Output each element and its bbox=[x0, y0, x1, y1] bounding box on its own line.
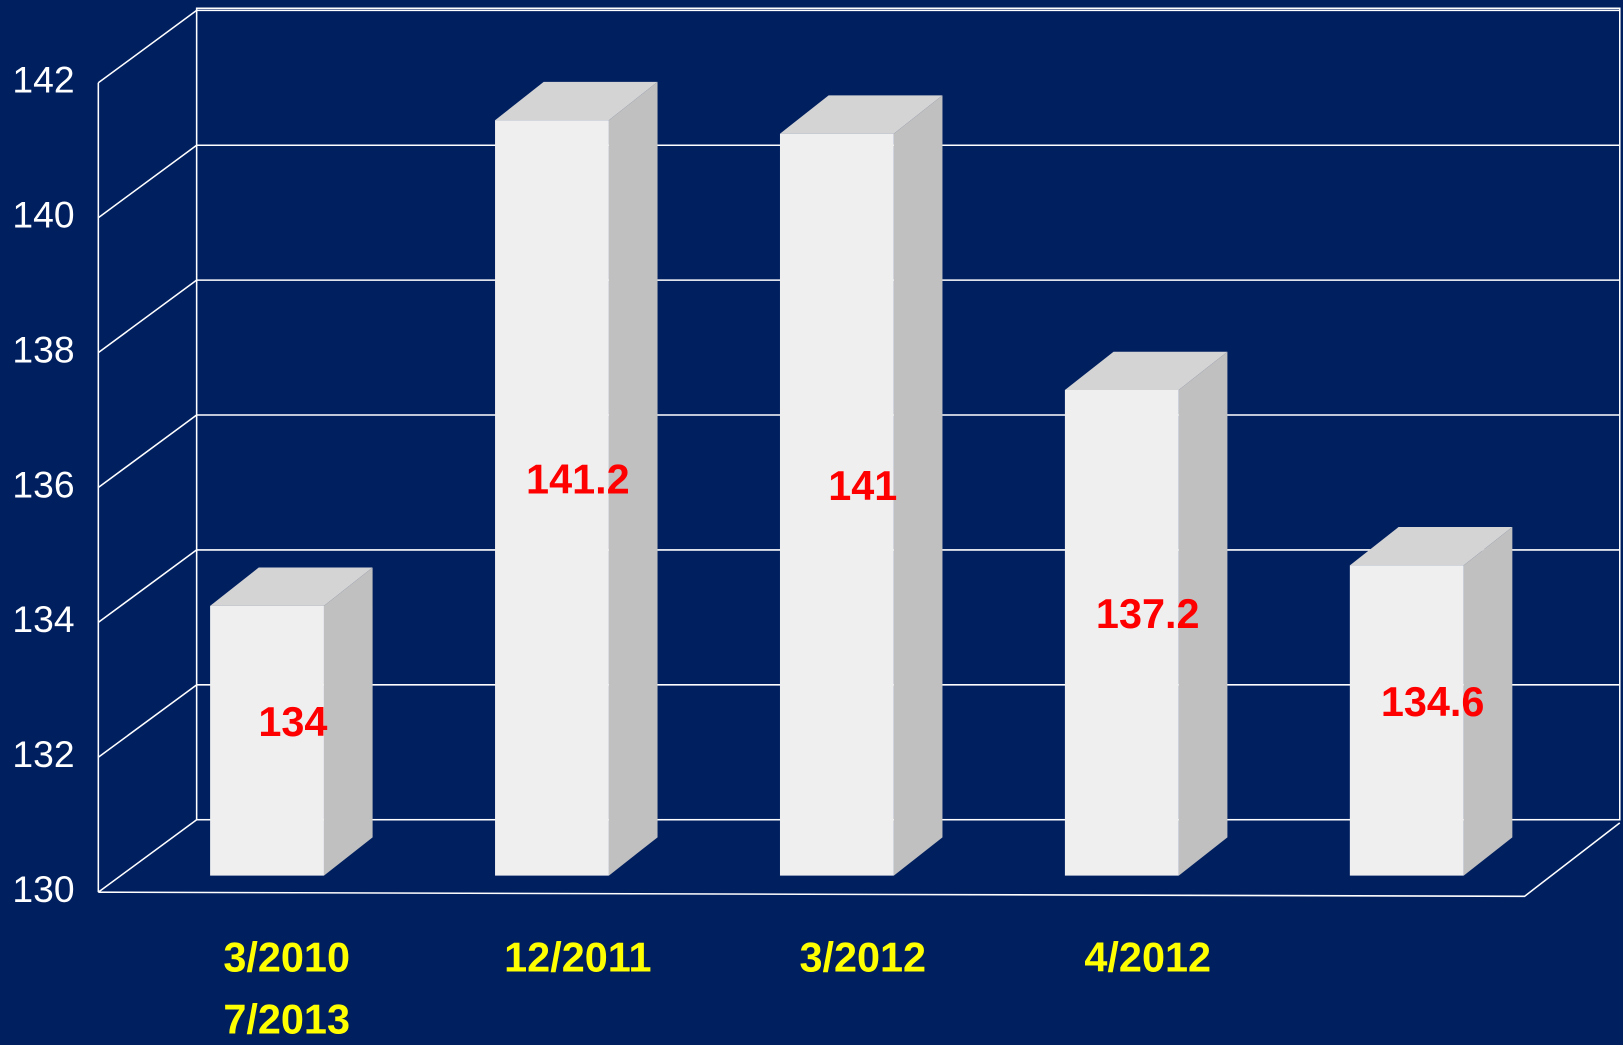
value-label: 141.2 bbox=[526, 456, 630, 502]
bar-side bbox=[608, 81, 658, 876]
y-tick-label: 142 bbox=[12, 59, 74, 101]
bar-side bbox=[1178, 351, 1228, 876]
bar bbox=[1064, 389, 1179, 876]
x-tick-label: 12/2011 bbox=[504, 934, 651, 980]
value-label: 141 bbox=[828, 463, 897, 509]
value-label: 134.6 bbox=[1381, 679, 1485, 725]
tick-line bbox=[97, 144, 198, 219]
bar bbox=[779, 133, 894, 876]
bar-side bbox=[323, 567, 373, 876]
y-tick-label: 130 bbox=[12, 868, 74, 910]
tick-line bbox=[97, 684, 198, 758]
plot: 130 132 134 136 138 140 142 134 3/2010 141.2 12/20… bbox=[12, 7, 1621, 1043]
x-tick-label: 4/2012 bbox=[1084, 934, 1211, 980]
tick-line bbox=[97, 279, 198, 354]
bar bbox=[495, 120, 609, 876]
bar-side bbox=[1463, 527, 1513, 876]
y-tick-label: 132 bbox=[12, 733, 74, 775]
bar-top bbox=[779, 95, 943, 134]
bar-top bbox=[210, 567, 373, 606]
tick-line bbox=[97, 414, 198, 489]
bar-top bbox=[1064, 351, 1228, 390]
y-tick-label: 138 bbox=[12, 328, 74, 370]
tick-line bbox=[97, 819, 198, 893]
bar-top bbox=[1349, 527, 1513, 566]
y-tick-label: 134 bbox=[12, 598, 74, 640]
tick-line bbox=[97, 549, 198, 624]
y-tick-label: 140 bbox=[12, 194, 74, 236]
bar-side bbox=[893, 95, 943, 876]
floor-front bbox=[98, 822, 1621, 898]
y-tick-label: 136 bbox=[12, 463, 74, 505]
annotation: 7/2013 bbox=[223, 997, 350, 1043]
tick-line bbox=[97, 9, 198, 84]
x-tick-label: 3/2010 bbox=[223, 934, 350, 980]
bar-top bbox=[495, 81, 658, 121]
x-tick-label: 3/2012 bbox=[799, 934, 926, 980]
bar bbox=[210, 605, 324, 876]
value-label: 134 bbox=[258, 699, 327, 745]
bar bbox=[1349, 565, 1464, 876]
value-label: 137.2 bbox=[1096, 591, 1200, 637]
